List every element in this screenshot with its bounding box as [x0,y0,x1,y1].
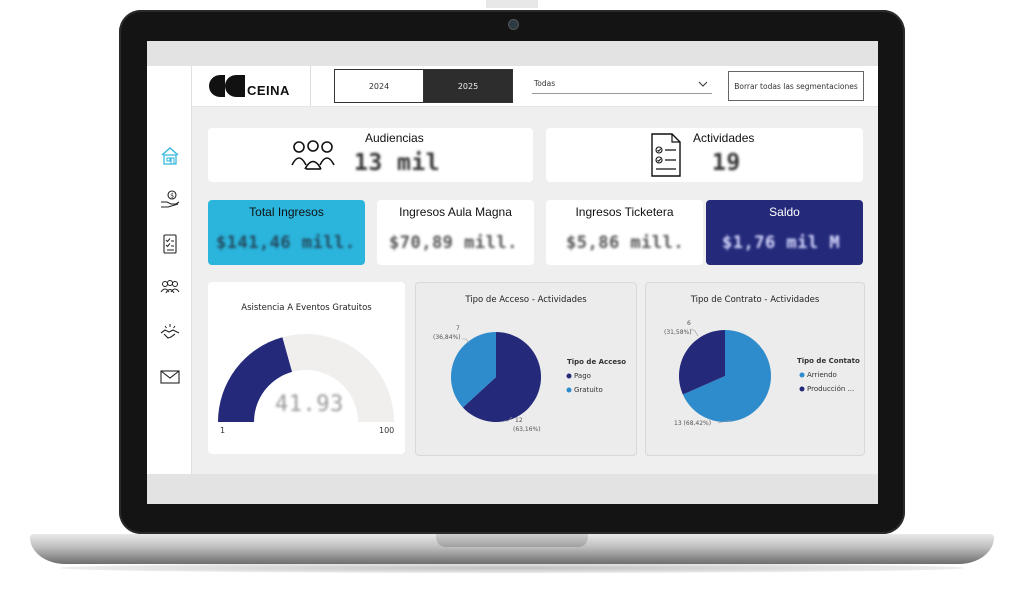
camera-icon [508,19,519,30]
dropdown-value: Todas [534,79,556,88]
laptop-notch [436,534,588,547]
logo: CEINA [192,66,311,106]
dashboard-content: Audiencias 13 mil Actividades 19 Total I… [192,107,878,474]
kpi-total-ingresos-value: $141,46 mill. [216,233,356,253]
pie-acceso-chart [451,332,572,422]
pie-contrato-slice-produccion [679,330,725,395]
kpi-saldo-card: Saldo $1,76 mil M [706,200,863,265]
kpi-audiencias-value: 13 mil [354,150,441,176]
people-icon [291,140,335,170]
sidebar: $ [147,66,192,474]
header: CEINA 2024 2025 Todas Borrar todas las s… [192,66,878,107]
pie-acceso-slice-pago [462,332,541,422]
legend-dot-pago [566,373,572,379]
gauge-title: Asistencia A Eventos Gratuitos [241,303,372,313]
mail-icon[interactable] [159,366,181,388]
pie-contrato-title: Tipo de Contrato - Actividades [690,295,820,305]
checklist-icon[interactable] [159,233,181,255]
laptop-top-tab [486,0,538,8]
home-icon[interactable] [159,145,181,167]
kpi-aula-magna-card: Ingresos Aula Magna $70,89 mill. [377,200,534,265]
gauge-card: Asistencia A Eventos Gratuitos 41.93 1 1… [208,282,405,454]
checklist-icon [651,133,681,177]
pie-contrato-legend-title: Tipo de Contato [797,357,860,365]
gauge-chart [218,334,394,422]
bottom-bar [147,474,878,504]
kpi-actividades-card: Actividades 19 [546,128,863,182]
legend-pago-label: Pago [574,372,591,380]
kpi-saldo-label: Saldo [769,205,800,219]
pie-acceso-leader-pago [504,416,513,422]
pie-acceso-pago-count: 12 [515,417,523,424]
category-dropdown[interactable]: Todas [532,77,712,94]
kpi-total-ingresos-card: Total Ingresos $141,46 mill. [208,200,365,265]
legend-produccion-label: Producción ... [807,385,855,393]
pie-acceso-pago-pct: (63,16%) [513,426,541,433]
pie-contrato-chart [679,328,805,424]
gauge-max-label: 100 [379,426,395,435]
pie-acceso-title: Tipo de Acceso - Actividades [465,295,587,305]
handshake-icon[interactable] [159,322,181,344]
legend-dot-arriendo [799,372,805,378]
pie-acceso-slice-gratuito [451,332,496,408]
pie-acceso-card: Tipo de Acceso - Actividades 7 (36,84%) … [415,282,637,456]
kpi-aula-magna-value: $70,89 mill. [389,233,518,253]
pie-contrato-arriendo-label: 13 (68,42%) [674,420,712,427]
kpi-aula-magna-label: Ingresos Aula Magna [399,205,512,219]
svg-text:$: $ [170,193,174,200]
kpi-actividades-label: Actividades [693,131,755,145]
pie-contrato-leader-arriendo [717,419,732,424]
pie-acceso-legend-title: Tipo de Acceso [567,358,627,366]
pie-acceso-gratuito-count: 7 [456,325,460,332]
chevron-down-icon [698,81,708,87]
kpi-saldo-value: $1,76 mil M [722,233,841,253]
gauge-min-label: 1 [220,426,226,435]
gauge-value-label: 41.93 [275,392,344,417]
legend-arriendo-label: Arriendo [807,371,837,379]
kpi-audiencias-card: Audiencias 13 mil [208,128,533,182]
top-bar [147,41,878,66]
pie-contrato-slice-arriendo [682,330,771,422]
kpi-total-ingresos-label: Total Ingresos [249,205,324,219]
pie-contrato-produccion-count: 6 [687,320,691,327]
kpi-actividades-value: 19 [712,150,741,176]
kpi-ticketera-card: Ingresos Ticketera $5,86 mill. [546,200,703,265]
year-2024-button[interactable]: 2024 [334,69,424,103]
pie-contrato-leader-produccion [690,328,699,337]
laptop-shadow [60,563,964,573]
legend-gratuito-label: Gratuito [574,386,603,394]
logo-text: CEINA [247,83,290,98]
kpi-ticketera-value: $5,86 mill. [566,233,685,253]
clear-filters-button[interactable]: Borrar todas las segmentaciones [728,71,864,101]
people-icon[interactable] [159,277,181,299]
laptop-screen: $ CEINA 2024 2025 Todas [147,41,878,504]
pie-contrato-produccion-pct: (31,58%) [664,329,692,336]
pie-contrato-card: Tipo de Contrato - Actividades 6 (31,58%… [645,282,865,456]
gauge-value-arc [218,337,293,422]
pie-acceso-leader-gratuito [462,338,470,344]
legend-dot-produccion [799,386,805,392]
pie-acceso-gratuito-pct: (36,84%) [433,334,461,341]
money-hand-icon[interactable]: $ [159,189,181,211]
legend-dot-gratuito [566,387,572,393]
kpi-ticketera-label: Ingresos Ticketera [575,205,674,219]
logo-mark-icon [209,75,245,97]
kpi-audiencias-label: Audiencias [365,131,424,145]
year-2025-button[interactable]: 2025 [423,69,513,103]
